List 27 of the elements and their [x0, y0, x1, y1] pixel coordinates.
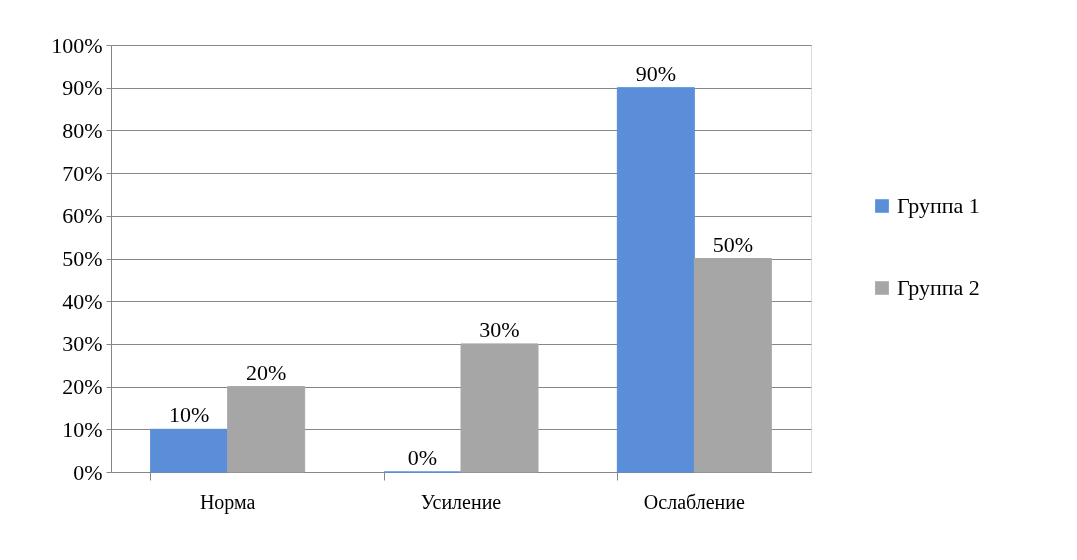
y-tick-label: 40% — [62, 288, 103, 314]
y-tick-label: 30% — [62, 331, 103, 357]
y-tick-label: 100% — [51, 32, 103, 58]
y-tick-label: 50% — [62, 246, 103, 271]
data-label: 0% — [407, 445, 438, 470]
data-label: 50% — [712, 231, 753, 257]
data-label: 10% — [169, 402, 210, 428]
y-tick-label: 0% — [73, 459, 103, 485]
bar — [460, 343, 539, 473]
x-tick-label: Норма — [199, 490, 256, 514]
y-tick-label: 90% — [62, 75, 103, 101]
legend-label: Группа 2 — [897, 275, 980, 300]
bar — [693, 258, 772, 473]
x-tick-label: Усиление — [420, 490, 502, 513]
y-tick-label: 10% — [62, 416, 103, 442]
x-tick-label: Ослабление — [643, 490, 745, 513]
data-label: 20% — [246, 359, 287, 385]
legend-label: Группа 1 — [897, 193, 980, 218]
y-tick-label: 20% — [62, 374, 103, 400]
data-label: 90% — [635, 60, 676, 86]
bar — [616, 87, 695, 473]
bar — [150, 428, 229, 473]
bar — [227, 386, 306, 473]
y-tick-label: 80% — [62, 117, 103, 143]
y-tick-label: 60% — [62, 203, 103, 229]
data-label: 30% — [479, 316, 520, 342]
y-tick-label: 70% — [62, 160, 103, 186]
